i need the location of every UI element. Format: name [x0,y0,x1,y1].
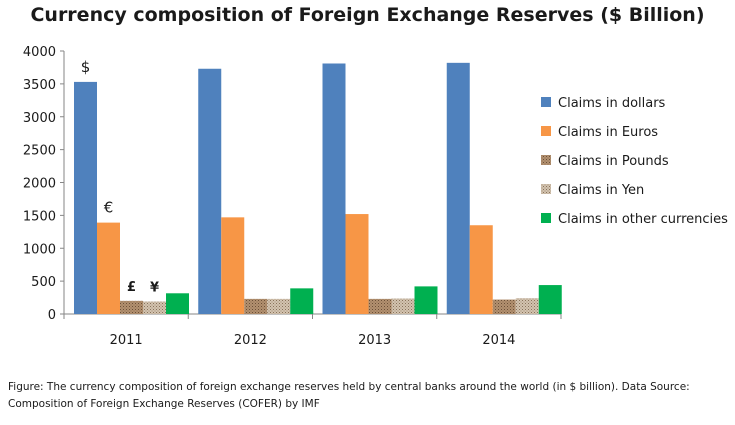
bar-claims-in-other-currencies [290,288,314,314]
legend-swatch [541,126,551,136]
legend-swatch [541,213,551,223]
bar-claims-in-yen [267,298,291,314]
bar-claims-in-euros [345,214,369,314]
currency-markers: $ € £ ¥ [81,58,159,296]
bar-claims-in-euros [221,217,245,314]
currency-marker: $ [81,58,91,76]
currency-marker: ¥ [150,281,159,296]
figure-caption: Figure: The currency composition of fore… [8,381,690,410]
bar-claims-in-yen [391,298,415,314]
bar-claims-in-yen [143,301,166,314]
x-tick-label: 2014 [482,333,515,348]
legend-swatch [541,184,551,194]
chart-title: Currency composition of Foreign Exchange… [30,4,705,26]
y-tick-label: 3000 [23,111,56,126]
bar-claims-in-other-currencies [538,285,562,314]
bar-claims-in-dollars [74,81,97,314]
y-tick-label: 4000 [23,45,56,60]
y-tick-label: 500 [31,275,56,290]
bar-claims-in-euros [469,225,493,314]
bar-claims-in-euros [97,222,120,314]
bar-claims-in-pounds [492,299,516,314]
y-tick-label: 2000 [23,177,56,192]
bar-claims-in-pounds [120,300,143,314]
legend-swatch [541,155,551,165]
bar-claims-in-yen [515,298,539,314]
legend-label: Claims in Euros [558,125,658,140]
y-tick-label: 3500 [23,78,56,93]
bar-claims-in-dollars [322,63,346,315]
bar-claims-in-dollars [446,62,470,315]
bar-claims-in-dollars [198,68,222,314]
y-tick-label: 2500 [23,144,56,159]
legend-swatch [541,97,551,107]
currency-marker: £ [127,280,136,295]
bar-claims-in-pounds [368,298,392,314]
legend-label: Claims in Pounds [558,154,669,169]
y-tick-label: 1000 [23,242,56,257]
y-tick-label: 0 [48,308,56,323]
legend-label: Claims in Yen [558,183,644,198]
legend: Claims in dollars Claims in Euros Claims i… [541,96,728,227]
bars [74,62,562,315]
legend-label: Claims in other currencies [558,212,728,227]
y-axis: 0 500 1000 1500 2000 2500 3000 3500 4000 [23,45,65,323]
y-tick-label: 1500 [23,209,56,224]
x-tick-label: 2011 [110,333,143,348]
legend-label: Claims in dollars [558,96,666,111]
currency-marker: € [104,199,114,217]
bar-claims-in-other-currencies [414,286,438,314]
bar-claims-in-pounds [244,298,268,314]
x-tick-label: 2012 [234,333,267,348]
x-axis: 2011 2012 2013 2014 [63,313,562,348]
bar-claims-in-other-currencies [166,293,189,314]
x-tick-label: 2013 [358,333,391,348]
